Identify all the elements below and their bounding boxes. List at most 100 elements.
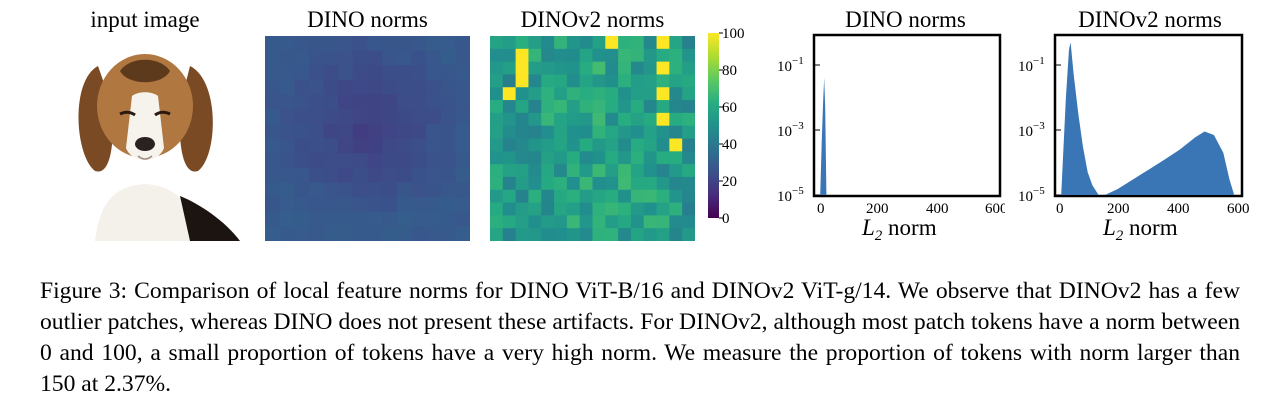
dinov2-heatmap-cell: [605, 189, 619, 204]
dino-heatmap-cell: [265, 167, 281, 184]
dinov2-heatmap-cell: [656, 125, 670, 140]
dinov2-heatmap-cell: [656, 100, 670, 114]
dinov2-heatmap-cell: [618, 112, 632, 127]
dino-heatmap-cell: [367, 197, 383, 213]
dinov2-heatmap-cell: [554, 189, 568, 204]
dinov2-heatmap-cell: [656, 112, 670, 127]
dino-heatmap-cell: [265, 226, 281, 241]
dinov2-heatmap-cell: [502, 100, 517, 114]
dino-heatmap-cell: [294, 211, 310, 227]
dino-heatmap-cell: [426, 138, 442, 154]
dino-ytick-1e-1: 10−1: [777, 55, 804, 75]
dinov2-heatmap-cell: [579, 48, 594, 63]
dinov2-heatmap-cell: [605, 48, 619, 63]
dino-heatmap-cell: [338, 50, 354, 66]
dino-heatmap-cell: [367, 36, 383, 52]
dinov2-heatmap-cell: [579, 36, 594, 50]
dinov2-heatmap-cell: [605, 202, 619, 216]
dinov2-xtick-600: 600: [1227, 201, 1250, 217]
dinov2-heatmap-cell: [490, 189, 504, 204]
dino-heatmap-cell: [338, 167, 354, 184]
dinov2-ytick-1e-3: 10−3: [1018, 120, 1045, 140]
dinov2-heatmap-cell: [630, 100, 645, 114]
dinov2-heatmap-cell: [528, 61, 542, 76]
dino-xtick-0: 0: [817, 201, 825, 217]
dino-heatmap-cell: [411, 138, 427, 154]
dino-hist-bars: [820, 77, 827, 195]
dinov2-heatmap-cell: [554, 36, 568, 50]
dinov2-heatmap-cell: [515, 87, 530, 101]
dino-heatmap-cell: [308, 65, 325, 81]
dino-heatmap-cell: [352, 167, 369, 184]
dinov2-heatmap-cell: [630, 138, 645, 152]
dinov2-heatmap-cell: [566, 228, 581, 241]
dinov2-heatmap-cell: [579, 228, 594, 241]
dinov2-heatmap-cell: [630, 151, 645, 165]
dino-ytick-1e-5: 10−5: [777, 185, 804, 205]
dinov2-heatmap-cell: [643, 48, 658, 63]
dinov2-heatmap-cell: [502, 215, 517, 229]
dino-heatmap-cell: [440, 211, 456, 227]
dinov2-heatmap-cell: [579, 100, 594, 114]
dino-heatmap-cell: [426, 94, 442, 110]
dinov2-heatmap-cell: [490, 125, 504, 140]
dinov2-heatmap-cell: [541, 36, 555, 50]
dino-heatmap-cell: [294, 153, 310, 169]
dinov2-heatmap-cell: [554, 151, 568, 165]
dino-heatmap-cell: [396, 94, 413, 110]
dinov2-heatmap-cell: [541, 100, 555, 114]
dinov2-heatmap-cell: [490, 112, 504, 127]
dinov2-heatmap-cell: [669, 215, 683, 229]
dinov2-heatmap-cell: [618, 74, 632, 88]
dinov2-heatmap-cell: [592, 202, 606, 216]
dinov2-norms-map-title: DINOv2 norms: [520, 7, 665, 32]
dino-heatmap-cell: [279, 50, 295, 66]
dinov2-heatmap-cell: [605, 228, 619, 241]
dinov2-heatmap-cell: [643, 87, 658, 101]
dinov2-heatmap-cell: [566, 138, 581, 152]
dino-heatmap-cell: [265, 211, 281, 227]
dinov2-heatmap-cell: [528, 48, 542, 63]
dinov2-heatmap-cell: [490, 176, 504, 191]
dino-heatmap-cell: [279, 36, 295, 52]
dino-heatmap-cell: [323, 167, 339, 184]
dinov2-heatmap-cell: [656, 87, 670, 101]
dinov2-heatmap-cell: [669, 189, 683, 204]
dinov2-heatmap-cell: [643, 138, 658, 152]
dinov2-heatmap-cell: [605, 112, 619, 127]
dinov2-heatmap-cell: [566, 36, 581, 50]
dino-heatmap-cell: [440, 167, 456, 184]
input-image: [40, 36, 250, 241]
dinov2-heatmap-cell: [656, 61, 670, 76]
dino-heatmap-cell: [411, 36, 427, 52]
dinov2-heatmap-cell: [643, 164, 658, 178]
dinov2-heatmap-cell: [682, 74, 695, 88]
dinov2-heatmap-cell: [630, 228, 645, 241]
dinov2-heatmap-cell: [669, 48, 683, 63]
dinov2-heatmap-cell: [515, 125, 530, 140]
dinov2-heatmap-cell: [630, 215, 645, 229]
dinov2-hist-frame: [1053, 33, 1244, 198]
dinov2-xlabel: L2 norm: [1102, 215, 1178, 242]
dino-heatmap-cell: [426, 65, 442, 81]
dino-heatmap-cell: [411, 79, 427, 96]
dino-heatmap-cell: [382, 211, 398, 227]
dino-heatmap-cell: [323, 226, 339, 241]
dino-ytick-1e-3: 10−3: [777, 120, 804, 140]
dinov2-heatmap-cell: [515, 74, 530, 88]
dinov2-heatmap-cell: [579, 61, 594, 76]
dino-heatmap-cell: [396, 109, 413, 125]
dinov2-norms-histogram: 10−1 10−3 10−5 0 200 400 600 L2 norm: [1018, 33, 1250, 242]
dino-norms-heatmap: [265, 36, 470, 241]
dinov2-heatmap-cell: [618, 215, 632, 229]
dino-heatmap-cell: [279, 65, 295, 81]
dinov2-heatmap-cell: [541, 112, 555, 127]
dinov2-heatmap-cell: [528, 36, 542, 50]
dino-heatmap-cell: [411, 211, 427, 227]
colorbar-tick-20: 20: [722, 174, 737, 190]
dinov2-heatmap-cell: [605, 87, 619, 101]
dinov2-heatmap-cell: [605, 74, 619, 88]
dino-heatmap-cell: [396, 79, 413, 96]
dino-heatmap-cell: [455, 123, 470, 140]
dino-heatmap-cell: [455, 36, 470, 52]
